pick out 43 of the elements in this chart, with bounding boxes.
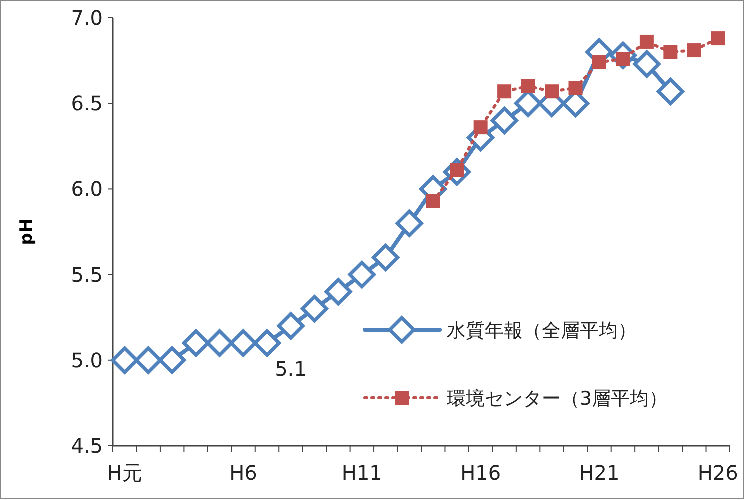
point [372,244,400,272]
point [498,84,512,99]
legend-label: 環境センター（3層平均） [447,388,668,410]
point [182,330,210,358]
point [711,32,726,46]
y-tick-label: 6.5 [71,92,103,116]
point [521,79,536,94]
point [111,346,139,374]
point [656,78,684,106]
point [640,34,654,49]
point [592,56,606,70]
point [134,346,162,374]
point [277,312,305,340]
point [324,278,352,306]
x-tick-label: H26 [698,461,738,485]
y-tick-label: 4.5 [71,434,103,458]
point [348,261,376,289]
point [230,330,258,358]
y-tick-label: 6.0 [71,177,103,202]
x-tick-label: H16 [460,461,502,485]
point [426,194,440,208]
x-tick-label: H21 [579,461,620,485]
point [687,44,702,58]
x-tick-label: H6 [230,461,258,485]
y-axis-title: pH [17,218,37,246]
point [474,120,488,135]
point [545,84,560,99]
point [633,50,661,78]
annotation: 5.1 [275,356,307,381]
point [206,330,234,358]
point [254,330,281,358]
point [396,210,424,238]
point [664,45,678,60]
point [490,106,518,134]
x-tick-label: H元 [107,461,142,485]
y-tick-label: 5.5 [71,262,103,287]
y-tick-label: 5.0 [71,348,103,372]
y-tick-label: 7.0 [71,6,103,30]
x-tick-label: H11 [342,461,382,485]
point [158,346,186,374]
legend-label: 水質年報（全層平均） [447,320,637,342]
point [300,295,328,323]
point [568,81,583,96]
